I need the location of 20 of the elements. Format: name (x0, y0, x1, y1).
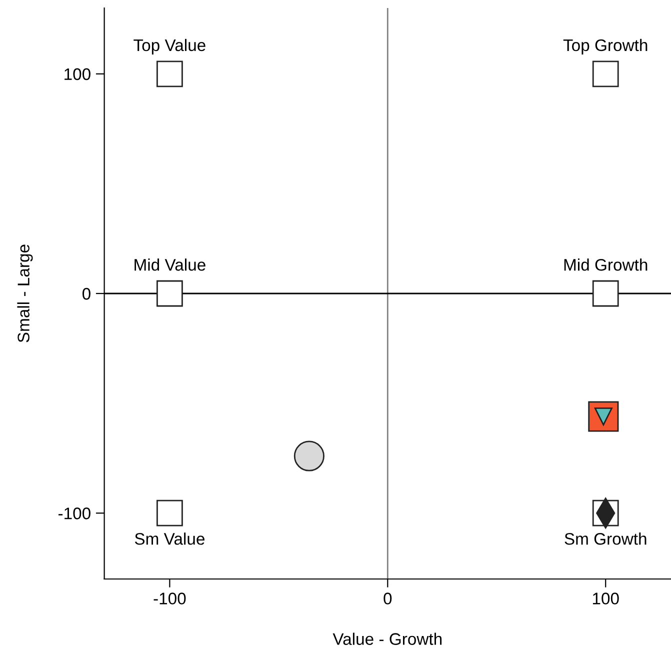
data-label: Sm Growth (564, 532, 646, 545)
y-tick-label: 0 (82, 288, 90, 300)
data-label: Top Value (134, 38, 206, 54)
point (592, 60, 619, 88)
y-tick-label: -100 (58, 508, 90, 520)
data-label: Top Growth (563, 38, 648, 54)
x-axis-title: Value - Growth (332, 632, 442, 645)
data-label: Sm Value (134, 532, 204, 545)
point (156, 60, 183, 88)
point (156, 280, 183, 307)
data-label: Mid Growth (564, 258, 648, 271)
y-tick-label: 100 (64, 68, 90, 80)
x-tick-label: -100 (154, 592, 186, 604)
x-tick-label: 0 (384, 592, 392, 604)
point (592, 280, 619, 307)
point (156, 500, 183, 526)
data-label: Mid Value (134, 258, 206, 271)
point (294, 440, 324, 472)
y-axis-title: Small - Large (17, 244, 33, 342)
x-tick-label: 100 (592, 592, 619, 604)
